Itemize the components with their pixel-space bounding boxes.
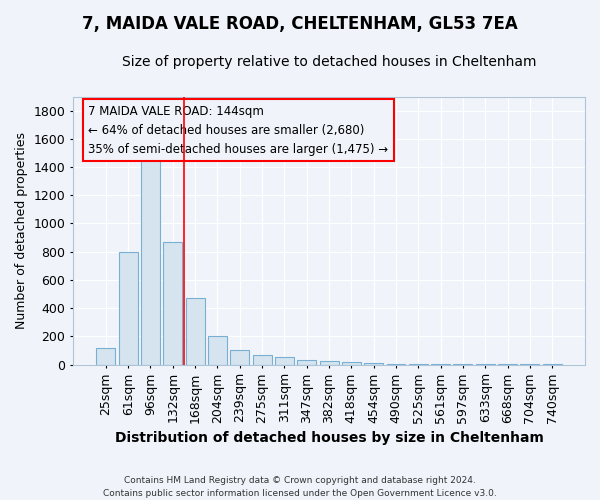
- Y-axis label: Number of detached properties: Number of detached properties: [15, 132, 28, 329]
- Text: 7 MAIDA VALE ROAD: 144sqm
← 64% of detached houses are smaller (2,680)
35% of se: 7 MAIDA VALE ROAD: 144sqm ← 64% of detac…: [88, 104, 389, 156]
- Bar: [364, 363, 383, 364]
- Bar: [163, 242, 182, 364]
- Bar: [297, 360, 316, 364]
- Bar: [97, 348, 115, 364]
- Text: Contains HM Land Registry data © Crown copyright and database right 2024.
Contai: Contains HM Land Registry data © Crown c…: [103, 476, 497, 498]
- Bar: [320, 361, 338, 364]
- Bar: [275, 358, 294, 364]
- Bar: [141, 158, 160, 364]
- Bar: [119, 252, 137, 364]
- X-axis label: Distribution of detached houses by size in Cheltenham: Distribution of detached houses by size …: [115, 431, 544, 445]
- Title: Size of property relative to detached houses in Cheltenham: Size of property relative to detached ho…: [122, 55, 536, 69]
- Bar: [253, 354, 272, 364]
- Bar: [342, 362, 361, 364]
- Bar: [230, 350, 249, 364]
- Text: 7, MAIDA VALE ROAD, CHELTENHAM, GL53 7EA: 7, MAIDA VALE ROAD, CHELTENHAM, GL53 7EA: [82, 15, 518, 33]
- Bar: [185, 298, 205, 364]
- Bar: [208, 336, 227, 364]
